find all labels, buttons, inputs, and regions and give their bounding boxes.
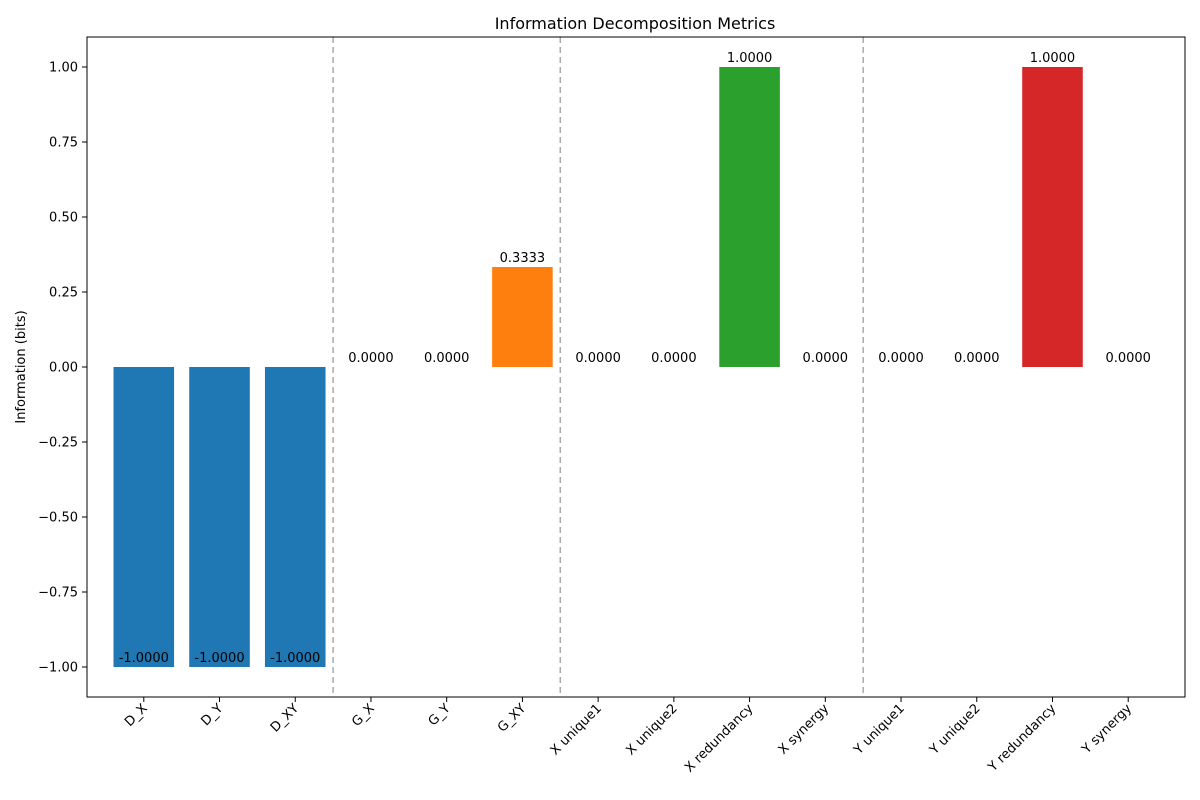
x-tick-label-11: Y unique2 [926,701,983,758]
x-tick-label-9: X synergy [776,701,833,758]
bar-value-label-5: 0.3333 [500,251,546,266]
x-tick-label-10: Y unique1 [851,701,908,758]
bar-1 [189,367,250,667]
bar-value-label-12: 1.0000 [1030,51,1076,66]
x-tick-label-4: G_Y [426,701,454,729]
plot-frame [86,36,1186,698]
y-tick-label-1: −0.75 [38,586,78,601]
bar-value-label-0: -1.0000 [119,651,169,666]
bar-value-label-13: 0.0000 [1105,351,1151,366]
y-tick-label-4: 0.00 [49,361,78,376]
x-tick-label-3: G_X [349,701,378,730]
y-tick-label-7: 0.75 [49,136,78,151]
y-tick-label-3: −0.25 [38,436,78,451]
y-tick-label-8: 1.00 [49,61,78,76]
x-tick-label-1: D_Y [198,701,226,729]
x-tick-label-8: X redundancy [682,701,757,776]
bar-value-label-3: 0.0000 [348,351,394,366]
bar-value-label-11: 0.0000 [954,351,1000,366]
bar-8 [719,67,780,367]
bar-12 [1022,67,1083,367]
x-tick-label-13: Y synergy [1079,701,1136,758]
x-tick-label-5: G_XY [495,701,529,735]
y-tick-label-2: −0.50 [38,511,78,526]
x-tick-label-0: D_X [122,701,151,730]
chart-title: Information Decomposition Metrics [495,14,776,33]
bar-value-label-4: 0.0000 [424,351,470,366]
bar-value-label-7: 0.0000 [651,351,697,366]
y-tick-label-0: −1.00 [38,661,78,676]
y-tick-label-5: 0.25 [49,286,78,301]
x-tick-label-7: X unique2 [623,701,680,758]
bar-5 [492,267,553,367]
x-tick-label-2: D_XY [268,701,302,735]
bar-2 [264,367,326,667]
bar-0 [113,367,175,667]
bar-value-label-9: 0.0000 [803,351,849,366]
y-tick-label-6: 0.50 [49,211,78,226]
plot-area: -1.0000 -1.0000 -1.0000 0.0000 0.0000 0.3333 0… [38,36,1186,776]
y-axis-label: Information (bits) [14,310,29,423]
x-tick-label-12: Y redundancy [985,701,1060,776]
bar-value-label-2: -1.0000 [270,651,320,666]
bar-value-label-1: -1.0000 [194,651,244,666]
bar-value-label-8: 1.0000 [727,51,773,66]
bar-value-label-10: 0.0000 [878,351,924,366]
x-tick-label-6: X unique1 [548,701,605,758]
bar-value-label-6: 0.0000 [575,351,621,366]
